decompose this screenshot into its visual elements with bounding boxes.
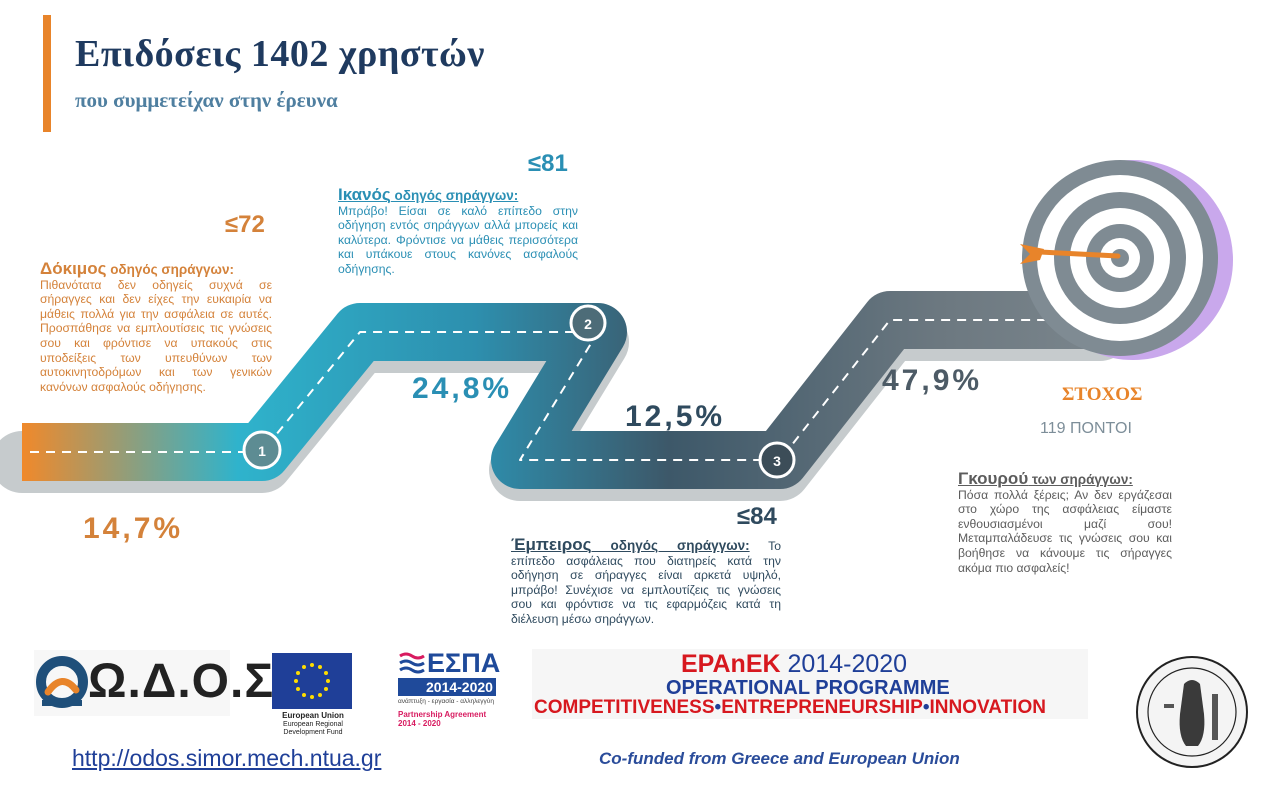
odos-logo-text: Ω.Δ.Ο.Σ	[88, 655, 275, 708]
slogan-3: INNOVATION	[929, 697, 1046, 718]
score-level-3: ≤84	[737, 503, 777, 530]
page-subtitle: που συμμετείχαν στην έρευνα	[75, 88, 338, 112]
waypoint-3	[758, 441, 796, 479]
level-1-description: Δόκιμος οδηγός σηράγγων: Πιθανότατα δεν …	[40, 259, 272, 394]
epanek-years: 2014-2020	[780, 650, 908, 678]
espa-partnership: Partnership Agreement 2014 - 2020	[398, 710, 486, 728]
eu-fund: European Regional Development Fund	[283, 721, 343, 736]
level-1-text: Πιθανότατα δεν οδηγείς συχνά σε σήραγγες…	[40, 277, 272, 394]
espa-pa-label: Partnership Agreement	[398, 710, 487, 719]
level-4-description: Γκουρού των σηράγγων: Πόσα πολλά ξέρεις;…	[958, 469, 1172, 575]
percent-level-4: 47,9%	[882, 364, 983, 397]
slogan-sep-2: •	[922, 697, 930, 718]
road-dashed-line	[30, 319, 1090, 461]
epanek-banner	[532, 649, 1088, 719]
espa-subtitle: ανάπτυξη - εργασία - αλληλεγγύη	[398, 698, 494, 705]
accent-bar	[43, 15, 51, 132]
level-3-text: Το επίπεδο ασφάλειας που διατηρείς κατά …	[511, 539, 781, 626]
espa-waves-icon	[399, 652, 425, 674]
ntua-seal-icon	[1136, 656, 1248, 768]
slogan-sep-1: •	[714, 697, 722, 718]
level-1-heading-rest: οδηγός σηράγγων:	[106, 262, 234, 277]
eu-name: European Union	[282, 711, 344, 720]
road-path-graphic: 1 2 3	[0, 160, 1233, 501]
percent-level-2: 24,8%	[412, 372, 513, 405]
waypoint-3-number: 3	[773, 453, 781, 469]
espa-logo-text: ΕΣΠΑ	[427, 648, 501, 678]
score-level-2: ≤81	[528, 150, 568, 177]
epanek-title: EPAnEK 2014-2020	[681, 650, 907, 679]
level-2-name: Ικανός	[338, 185, 391, 204]
epanek-slogan: COMPETITIVENESS•ENTREPRENEURSHIP•INNOVAT…	[534, 697, 1046, 719]
eu-caption: European Union European Regional Develop…	[270, 712, 356, 737]
level-2-heading-rest: οδηγός σηράγγων:	[390, 188, 519, 203]
level-1-name: Δόκιμος	[40, 259, 107, 278]
percent-level-1: 14,7%	[83, 512, 184, 545]
level-2-description: Ικανός οδηγός σηράγγων: Μπράβο! Είσαι σε…	[338, 185, 578, 277]
level-2-text: Μπράβο! Είσαι σε καλό επίπεδο στην οδήγη…	[338, 203, 578, 276]
goal-points: 119 ΠΟΝΤΟΙ	[1040, 420, 1132, 437]
level-3-heading-rest: οδηγός σηράγγων:	[591, 538, 750, 553]
target-icon	[1022, 160, 1233, 360]
level-4-name: Γκουρού	[958, 469, 1029, 488]
eu-flag-icon	[272, 653, 352, 709]
slogan-1: COMPETITIVENESS	[534, 697, 715, 718]
waypoint-1-number: 1	[258, 443, 266, 459]
dart-icon	[1020, 244, 1121, 264]
level-3-description: Έμπειρος οδηγός σηράγγων: Το επίπεδο ασφ…	[511, 535, 781, 627]
level-4-heading-rest: των σηράγγων:	[1028, 472, 1133, 487]
espa-pa-years: 2014 - 2020	[398, 719, 441, 728]
espa-band	[398, 678, 496, 696]
espa-years: 2014-2020	[426, 679, 493, 695]
score-level-1: ≤72	[225, 211, 265, 238]
level-4-text: Πόσα πολλά ξέρεις; Αν δεν εργάζεσαι στο …	[958, 487, 1172, 575]
slogan-2: ENTREPRENEURSHIP	[721, 697, 923, 718]
waypoint-2-number: 2	[584, 316, 592, 332]
percent-level-3: 12,5%	[625, 400, 726, 433]
page-title: Επιδόσεις 1402 χρηστών	[75, 33, 485, 75]
cofunded-note: Co-funded from Greece and European Union	[599, 749, 960, 768]
level-3-name: Έμπειρος	[511, 535, 592, 554]
epanek-name: EPAnEK	[681, 650, 781, 678]
odos-logo-icon	[34, 650, 230, 716]
waypoint-1	[242, 430, 282, 470]
waypoint-2	[569, 304, 607, 342]
operational-programme: OPERATIONAL PROGRAMME	[666, 677, 950, 699]
goal-label: ΣΤΟΧΟΣ	[1062, 384, 1143, 405]
website-link[interactable]: http://odos.simor.mech.ntua.gr	[72, 745, 382, 771]
